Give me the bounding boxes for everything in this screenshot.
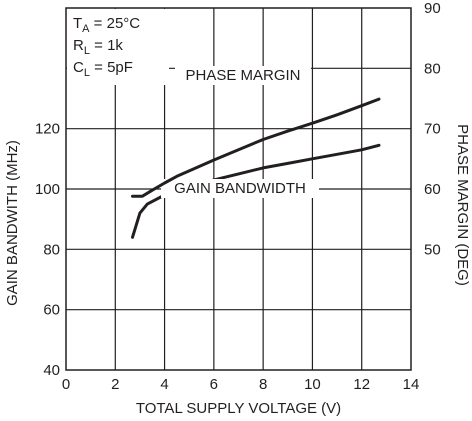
y-left-tick-label: 100: [35, 181, 60, 198]
phase-margin-label: PHASE MARGIN: [185, 67, 300, 84]
conditions-backdrop: [67, 9, 169, 85]
y-right-tick-label: 70: [424, 121, 441, 138]
x-tick-label: 10: [304, 376, 321, 393]
phase-margin-curve: [131, 97, 381, 198]
y-axis-left-label: GAIN BANDWITH (MHz): [4, 140, 21, 306]
x-tick-label: 14: [403, 376, 420, 393]
plot-frame: [65, 7, 412, 371]
y-axis-right-label: PHASE MARGIN (DEG): [454, 124, 471, 286]
gain-bandwidth-curve: [131, 143, 381, 239]
gain-bandwidth-label: GAIN BANDWIDTH: [174, 180, 306, 197]
condition-line: TA = 25°C: [73, 15, 140, 35]
x-tick-label: 8: [259, 376, 267, 393]
x-axis-label: TOTAL SUPPLY VOLTAGE (V): [136, 400, 341, 417]
tick-labels: 0 2 4 6 8 10 12 14 40 60 80 100 120 50 60 70 80 90: [35, 0, 441, 393]
y-left-tick-label: 60: [43, 302, 60, 319]
x-tick-label: 0: [62, 376, 70, 393]
phase-margin-label-backdrop: [175, 66, 311, 85]
y-right-tick-label: 80: [424, 60, 441, 77]
x-tick-label: 2: [111, 376, 119, 393]
y-right-tick-label: 90: [424, 0, 441, 17]
x-tick-label: 6: [210, 376, 218, 393]
y-left-tick-label: 40: [43, 362, 60, 379]
y-left-tick-label: 80: [43, 241, 60, 258]
series-layer: GAIN BANDWIDTH PHASE MARGIN: [131, 66, 381, 239]
condition-line: CL = 5pF: [73, 59, 133, 79]
y-right-tick-label: 50: [424, 241, 441, 258]
x-tick-label: 4: [160, 376, 168, 393]
y-right-tick-label: 60: [424, 181, 441, 198]
gain-bandwidth-label-backdrop: [161, 179, 319, 198]
y-left-tick-label: 120: [35, 121, 60, 138]
x-tick-label: 12: [353, 376, 370, 393]
condition-line: RL = 1k: [73, 37, 123, 57]
